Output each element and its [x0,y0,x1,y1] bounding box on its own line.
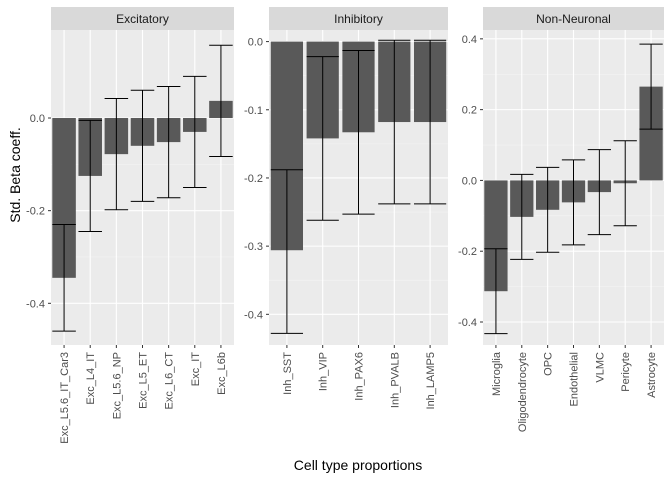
x-tick-label-1-1: Inh_VIP [318,352,330,391]
y-tick-label-2-1: -0.2 [458,246,477,258]
x-axis-title: Cell type proportions [294,457,422,473]
x-tick-label-2-5: Pericyte [620,352,632,392]
x-tick-label-2-6: Astrocyte [646,352,658,398]
x-tick-label-0-0: Exc_L5.6_IT_Car3 [59,352,71,444]
x-tick-label-1-0: Inh_SST [282,352,294,395]
x-tick-label-2-4: VLMC [594,352,606,383]
x-tick-label-0-6: Exc_L6b [216,352,228,395]
bar-2-0 [484,180,508,292]
y-tick-label-1-0: -0.4 [244,309,263,321]
strip-0 [51,7,234,30]
x-tick-label-1-2: Inh_PAX6 [354,352,366,401]
x-tick-label-2-1: Oligodendrocyte [517,352,529,432]
x-tick-label-1-4: Inh_LAMP5 [425,352,437,409]
x-tick-label-0-2: Exc_L5.6_NP [111,352,123,419]
y-tick-label-1-1: -0.3 [244,241,263,253]
x-tick-label-2-0: Microglia [491,351,503,396]
y-tick-label-0-1: -0.2 [26,206,45,218]
x-tick-label-2-3: Endothelial [569,352,581,406]
y-axis-title: Std. Beta coeff. [7,127,23,222]
x-tick-label-2-2: OPC [543,352,555,376]
strip-title-0: Excitatory [116,12,169,26]
strip-title-2: Non-Neuronal [536,12,611,26]
y-tick-label-2-0: -0.4 [458,317,477,329]
x-tick-label-0-1: Exc_L4_IT [85,352,97,405]
y-tick-label-0-2: 0.0 [30,113,45,125]
x-tick-label-1-3: Inh_PVALB [389,352,401,408]
x-tick-label-0-5: Exc_IT [190,352,202,387]
strip-2 [483,7,664,30]
x-tick-label-0-3: Exc_L5_ET [138,352,150,409]
strip-1 [269,7,448,30]
y-tick-label-1-2: -0.2 [244,173,263,185]
y-tick-label-1-3: -0.1 [244,105,263,117]
bar-0-0 [52,118,76,278]
y-tick-label-2-3: 0.2 [462,105,477,117]
y-tick-label-0-0: -0.4 [26,298,45,310]
bar-2-6 [639,86,663,181]
y-tick-label-2-2: 0.0 [462,175,477,187]
y-tick-label-1-4: 0.0 [248,37,263,49]
y-tick-label-2-4: 0.4 [462,34,477,46]
x-tick-label-0-4: Exc_L6_CT [164,352,176,410]
strip-title-1: Inhibitory [334,12,383,26]
